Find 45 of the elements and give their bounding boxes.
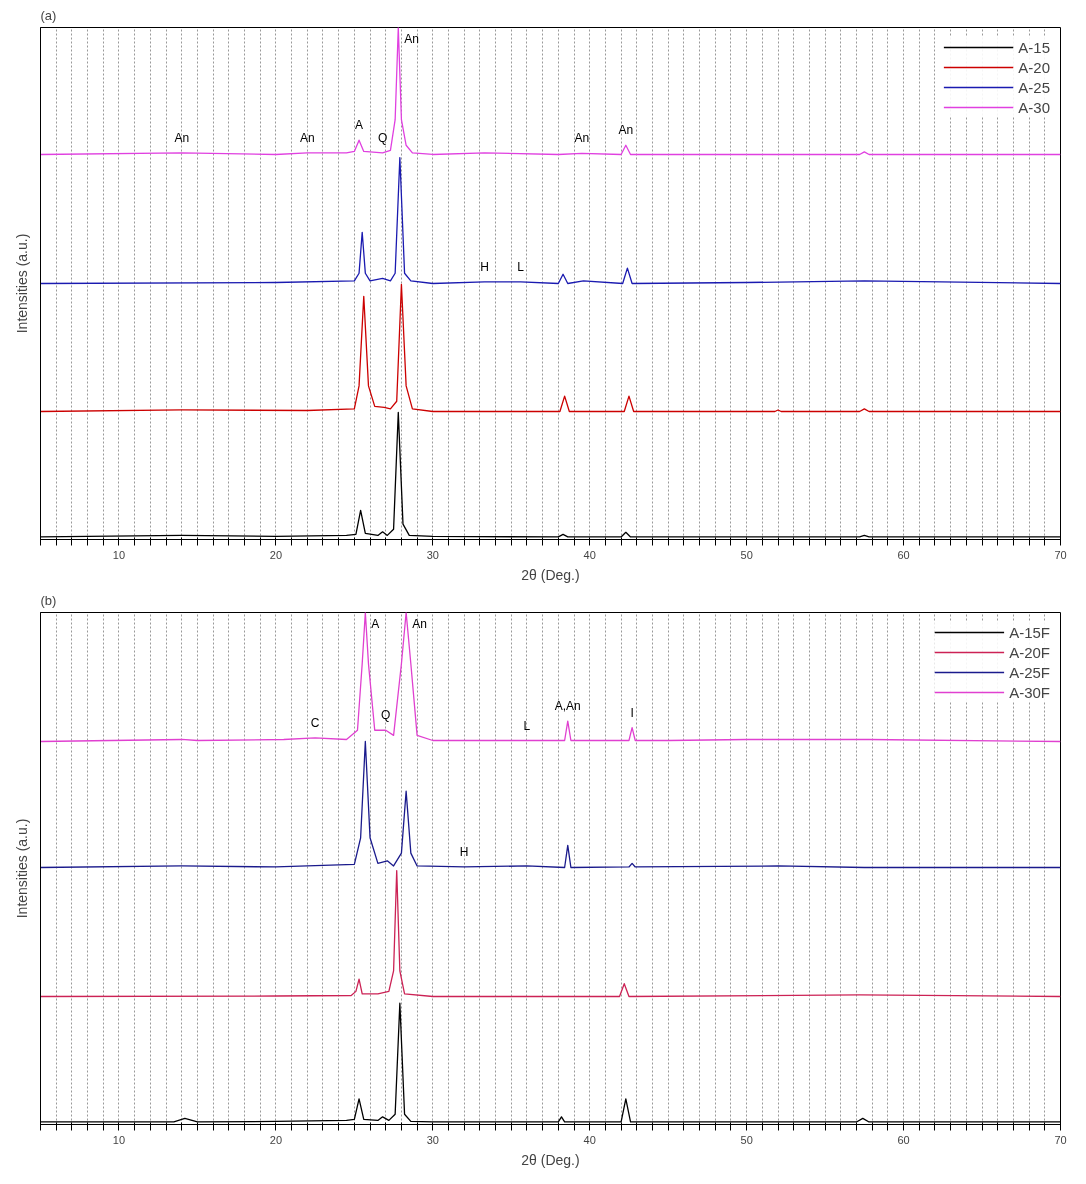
annotation: A,An — [554, 699, 581, 714]
annotation: An — [618, 123, 634, 138]
y-axis-title: Intensities (a.u.) — [13, 818, 30, 919]
annotation: Q — [381, 708, 391, 723]
legend-label: A-25F — [1009, 663, 1050, 681]
x-tick-label: 10 — [112, 1133, 126, 1146]
x-tick-label: 70 — [1054, 548, 1067, 561]
annotation: L — [523, 718, 531, 733]
x-tick-label: 30 — [426, 1133, 439, 1146]
annotation: A — [355, 118, 364, 133]
x-tick-label: 20 — [269, 1133, 283, 1146]
x-tick-label: 10 — [112, 548, 126, 561]
annotation: A — [371, 616, 380, 631]
x-tick-label: 70 — [1054, 1133, 1067, 1146]
x-tick-label: 40 — [583, 548, 596, 561]
x-axis-title: 2θ (Deg.) — [521, 566, 580, 583]
legend-label: A-15F — [1009, 623, 1050, 641]
legend-label: A-20F — [1009, 643, 1050, 661]
legend-label: A-15 — [1018, 38, 1050, 56]
x-tick-label: 50 — [740, 1133, 753, 1146]
chart-title: (a) — [40, 7, 57, 23]
annotation: C — [310, 715, 320, 730]
annotation: An — [412, 616, 427, 631]
chart-title: (b) — [40, 592, 57, 608]
annotation: I — [630, 705, 634, 720]
annotation: Q — [377, 130, 388, 145]
x-axis-title: 2θ (Deg.) — [521, 1151, 580, 1168]
x-tick-label: 20 — [269, 548, 283, 561]
legend-label: A-25 — [1018, 78, 1050, 96]
y-axis-title: Intensities (a.u.) — [13, 233, 30, 334]
annotation: L — [517, 259, 525, 274]
annotation: H — [459, 844, 469, 859]
legend-label: A-30 — [1018, 98, 1050, 116]
annotation: An — [404, 31, 419, 46]
x-tick-label: 30 — [426, 548, 439, 561]
x-tick-label: 40 — [583, 1133, 596, 1146]
annotation: An — [574, 131, 590, 146]
annotation: An — [299, 130, 315, 145]
x-tick-label: 50 — [740, 548, 753, 561]
legend-label: A-30F — [1009, 683, 1050, 701]
x-tick-label: 60 — [897, 548, 910, 561]
annotation: H — [480, 259, 489, 274]
annotation: An — [174, 130, 190, 145]
legend-label: A-20 — [1018, 58, 1050, 76]
x-tick-label: 60 — [897, 1133, 910, 1146]
